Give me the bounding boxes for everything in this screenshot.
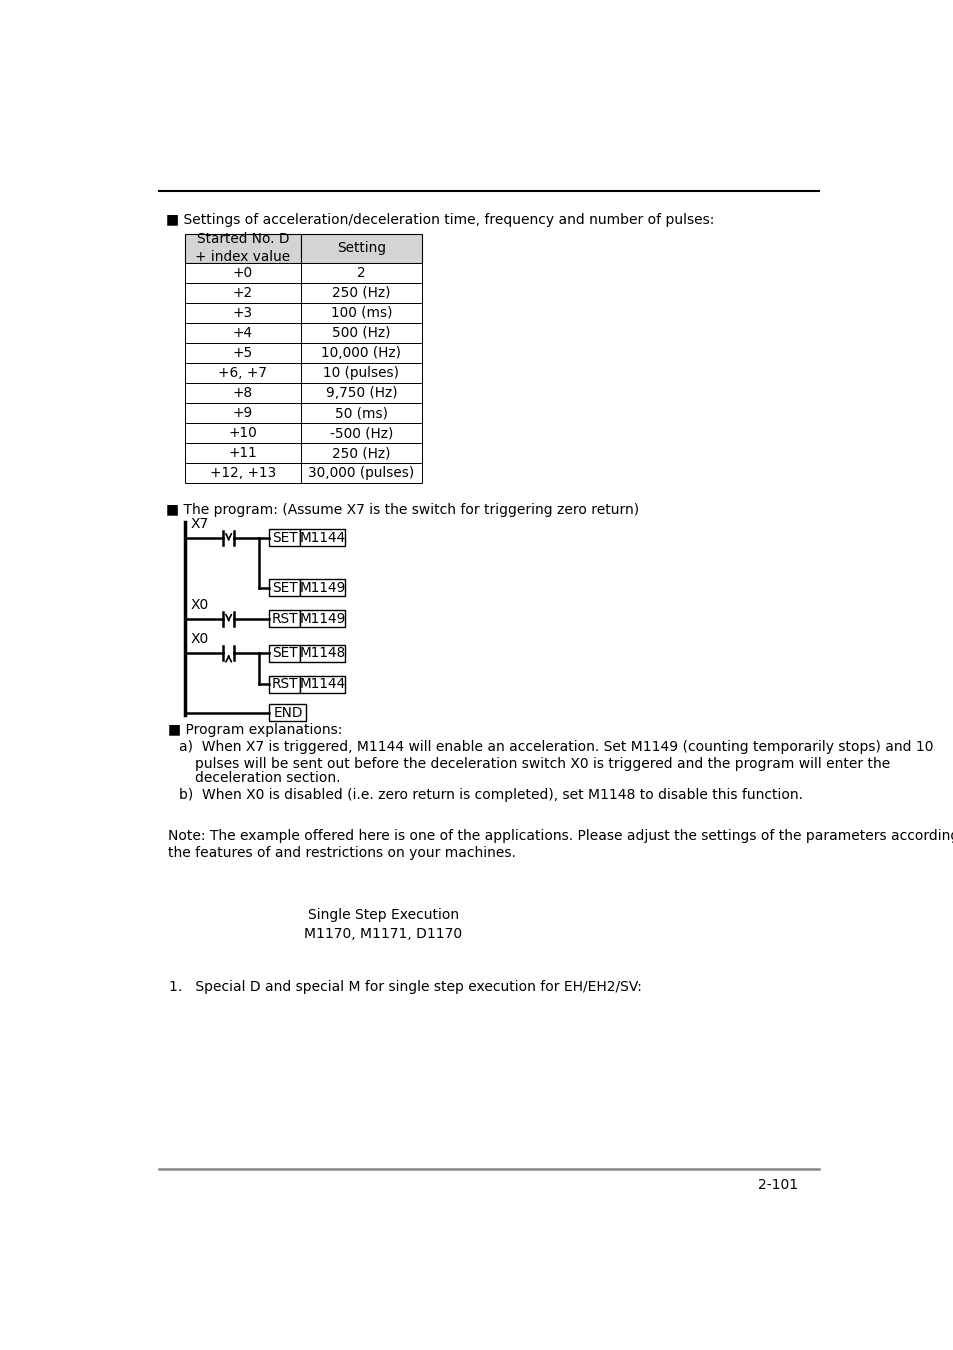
Bar — [301, 363, 421, 383]
Text: +0: +0 — [233, 266, 253, 279]
Bar — [300, 529, 345, 547]
Bar — [269, 579, 300, 597]
Bar — [185, 383, 301, 404]
Bar — [185, 363, 301, 383]
Bar — [185, 323, 301, 343]
Bar — [185, 234, 301, 263]
Text: the features of and restrictions on your machines.: the features of and restrictions on your… — [168, 845, 516, 860]
Text: RST: RST — [272, 612, 297, 625]
Text: 2: 2 — [356, 266, 365, 279]
Text: M1149: M1149 — [299, 612, 345, 625]
Bar — [300, 579, 345, 597]
Text: +5: +5 — [233, 346, 253, 360]
Text: X0: X0 — [191, 632, 209, 647]
Text: 500 (Hz): 500 (Hz) — [332, 325, 391, 340]
Text: a)  When X7 is triggered, M1144 will enable an acceleration. Set M1149 (counting: a) When X7 is triggered, M1144 will enab… — [179, 740, 933, 755]
Text: 2-101: 2-101 — [757, 1177, 797, 1192]
Text: +4: +4 — [233, 325, 253, 340]
Text: M1144: M1144 — [299, 531, 345, 545]
Text: 10 (pulses): 10 (pulses) — [323, 366, 399, 379]
Text: M1148: M1148 — [299, 647, 345, 660]
Text: b)  When X0 is disabled (i.e. zero return is completed), set M1148 to disable th: b) When X0 is disabled (i.e. zero return… — [179, 788, 802, 802]
Bar — [301, 404, 421, 423]
Bar — [301, 463, 421, 483]
Text: +11: +11 — [229, 446, 257, 460]
Text: pulses will be sent out before the deceleration switch X0 is triggered and the p: pulses will be sent out before the decel… — [194, 757, 889, 771]
Text: 1.   Special D and special M for single step execution for EH/EH2/SV:: 1. Special D and special M for single st… — [170, 980, 641, 995]
Text: deceleration section.: deceleration section. — [194, 771, 340, 784]
Bar — [269, 675, 300, 693]
Bar — [185, 443, 301, 463]
Text: +9: +9 — [233, 406, 253, 420]
Bar — [185, 404, 301, 423]
Text: +6, +7: +6, +7 — [218, 366, 267, 379]
Text: -500 (Hz): -500 (Hz) — [330, 427, 393, 440]
Bar — [185, 423, 301, 443]
Bar — [269, 610, 300, 628]
Bar — [300, 675, 345, 693]
Text: SET: SET — [272, 531, 297, 545]
Text: Setting: Setting — [336, 242, 386, 255]
Bar — [269, 645, 300, 662]
Bar — [301, 323, 421, 343]
Text: +12, +13: +12, +13 — [210, 466, 275, 481]
Text: Note: The example offered here is one of the applications. Please adjust the set: Note: The example offered here is one of… — [168, 829, 953, 842]
Text: 30,000 (pulses): 30,000 (pulses) — [308, 466, 415, 481]
Text: ■ Settings of acceleration/deceleration time, frequency and number of pulses:: ■ Settings of acceleration/deceleration … — [166, 213, 714, 227]
Bar — [185, 343, 301, 363]
Text: ■ Program explanations:: ■ Program explanations: — [168, 724, 342, 737]
Text: 250 (Hz): 250 (Hz) — [332, 286, 391, 300]
Text: END: END — [273, 706, 302, 720]
Text: +3: +3 — [233, 306, 253, 320]
Text: X0: X0 — [191, 598, 209, 612]
Bar — [301, 423, 421, 443]
Bar — [185, 302, 301, 323]
Text: RST: RST — [272, 678, 297, 691]
Bar — [185, 263, 301, 284]
Bar — [301, 343, 421, 363]
Bar — [301, 302, 421, 323]
Bar — [300, 610, 345, 628]
Text: 9,750 (Hz): 9,750 (Hz) — [325, 386, 396, 400]
Text: +10: +10 — [229, 427, 257, 440]
Text: 100 (ms): 100 (ms) — [331, 306, 392, 320]
Bar — [301, 263, 421, 284]
Text: M1170, M1171, D1170: M1170, M1171, D1170 — [304, 926, 462, 941]
Text: 10,000 (Hz): 10,000 (Hz) — [321, 346, 401, 360]
Text: M1149: M1149 — [299, 580, 345, 595]
Text: +2: +2 — [233, 286, 253, 300]
Bar — [269, 705, 306, 721]
Text: X7: X7 — [191, 517, 209, 531]
Bar — [185, 463, 301, 483]
Bar — [301, 284, 421, 302]
Bar — [269, 529, 300, 547]
Text: M1144: M1144 — [299, 678, 345, 691]
Text: Single Step Execution: Single Step Execution — [308, 909, 458, 922]
Bar — [301, 234, 421, 263]
Text: ■ The program: (Assume X7 is the switch for triggering zero return): ■ The program: (Assume X7 is the switch … — [166, 504, 639, 517]
Bar — [301, 443, 421, 463]
Text: SET: SET — [272, 580, 297, 595]
Bar — [300, 645, 345, 662]
Bar — [185, 284, 301, 302]
Text: 50 (ms): 50 (ms) — [335, 406, 388, 420]
Text: Started No. D
+ index value: Started No. D + index value — [195, 232, 290, 265]
Bar — [301, 383, 421, 404]
Text: SET: SET — [272, 647, 297, 660]
Text: 250 (Hz): 250 (Hz) — [332, 446, 391, 460]
Text: +8: +8 — [233, 386, 253, 400]
